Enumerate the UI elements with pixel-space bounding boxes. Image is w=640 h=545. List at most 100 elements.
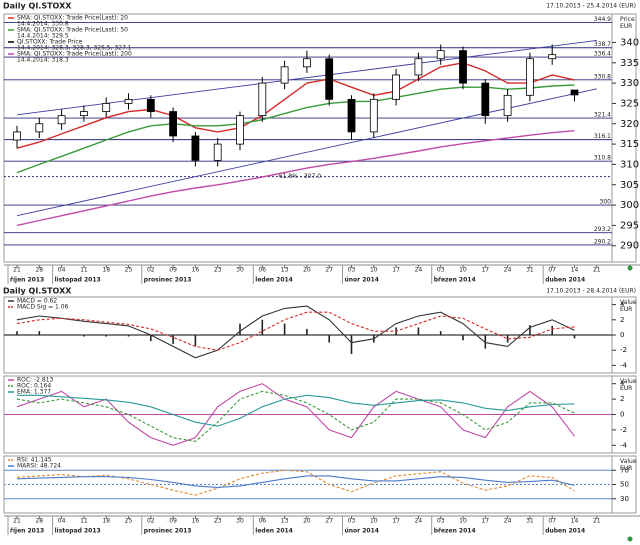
y-tick-label: 30 <box>620 495 629 503</box>
month-label: listopad 2013 <box>55 277 101 284</box>
y-tick-label: 4 <box>620 380 625 388</box>
level-label: 330.8 <box>594 73 611 80</box>
legend-value: 14.4.2014: 318.3 <box>17 57 69 64</box>
series-line <box>17 394 575 427</box>
x-tick-label: 03 <box>348 267 356 274</box>
y-tick-label: 310 <box>620 159 639 170</box>
y-tick-label: 320 <box>620 119 639 130</box>
candle-body <box>325 58 334 100</box>
series-line <box>16 475 575 488</box>
y-axis-label: Value EUR <box>620 299 637 313</box>
histogram-bar <box>127 335 130 337</box>
y-tick-label: 330 <box>620 78 639 89</box>
legend-label: ROC: -2.813 <box>17 377 54 384</box>
level-label: 321.4 <box>594 112 611 119</box>
x-tick-label: 09 <box>169 518 177 525</box>
x-tick-label: 17 <box>481 267 489 274</box>
x-tick-label: 27 <box>325 267 333 274</box>
level-label: 310.8 <box>594 155 611 162</box>
x-tick-label: 10 <box>459 518 467 525</box>
series-line <box>16 469 575 496</box>
histogram-bar <box>261 319 264 335</box>
x-tick-label: 14 <box>571 267 579 274</box>
level-label: 300 <box>600 199 612 206</box>
x-tick-label: 14 <box>571 518 579 525</box>
month-label: listopad 2013 <box>55 528 101 535</box>
month-label: prosinec 2013 <box>144 277 192 284</box>
legend-label: MACD Sig = 1.06 <box>17 304 69 311</box>
series-line <box>16 305 575 359</box>
candle-body <box>570 89 579 96</box>
series-line <box>16 311 575 351</box>
candle-body <box>526 58 534 96</box>
x-tick-label: 17 <box>392 518 400 525</box>
candle-body <box>236 115 244 145</box>
candle-body <box>102 103 111 112</box>
y-tick-label: -2 <box>620 346 627 354</box>
x-tick-label: 24 <box>415 518 423 525</box>
histogram-bar <box>194 335 197 347</box>
x-tick-label: 06 <box>258 518 266 525</box>
candle-body <box>414 58 423 76</box>
histogram-bar <box>350 335 353 354</box>
histogram-bar <box>484 335 487 349</box>
histogram-bar <box>529 325 531 335</box>
month-label: říjen 2013 <box>10 277 44 284</box>
x-tick-label: 03 <box>437 267 445 274</box>
x-tick-label: 28 <box>35 267 43 274</box>
x-tick-label: 10 <box>370 518 378 525</box>
series-line <box>16 383 575 446</box>
legend-label: MARSI: 48.724 <box>17 463 61 470</box>
month-label: únor 2014 <box>345 528 379 535</box>
x-tick-label: 02 <box>147 267 155 274</box>
y-axis-label: Price EUR <box>620 16 635 30</box>
histogram-bar <box>551 325 553 335</box>
x-tick-label: 04 <box>58 518 66 525</box>
month-label: únor 2014 <box>345 277 379 284</box>
y-tick-label: 70 <box>620 466 629 474</box>
level-label: 61.8% - 307.0 <box>279 173 321 180</box>
x-tick-label: 04 <box>58 267 66 274</box>
x-tick-label: 17 <box>392 267 400 274</box>
x-tick-label: 10 <box>370 267 378 274</box>
level-label: 316.1 <box>594 133 611 140</box>
status-dot <box>627 265 633 271</box>
x-tick-label: 24 <box>415 267 423 274</box>
candle-body <box>213 143 222 161</box>
x-tick-label: 13 <box>281 518 289 525</box>
legend-value: 14.4.2014: 328.3, 328.3, 325.5, 327.1 <box>17 45 132 52</box>
legend-label: RSI: 41.145 <box>17 457 52 464</box>
month-label: březen 2014 <box>434 277 476 284</box>
month-label: prosinec 2013 <box>144 528 192 535</box>
x-tick-label: 03 <box>348 518 356 525</box>
month-label: leden 2014 <box>255 528 293 535</box>
x-tick-label: 16 <box>192 267 200 274</box>
series-line <box>16 130 575 227</box>
level-label: 344.9 <box>594 16 611 23</box>
x-tick-label: 21 <box>593 267 601 274</box>
month-label: duben 2014 <box>545 528 585 535</box>
candle-body <box>481 82 490 117</box>
histogram-bar <box>283 323 286 335</box>
chart-title: Daily QI.STOXX <box>3 2 72 11</box>
x-tick-label: 06 <box>258 267 266 274</box>
histogram-bar <box>172 335 174 345</box>
y-tick-label: 50 <box>620 481 629 489</box>
x-tick-label: 23 <box>214 518 222 525</box>
candle-body <box>347 98 356 133</box>
candle-body <box>392 74 401 100</box>
y-tick-label: 290 <box>620 241 639 252</box>
histogram-bar <box>38 331 41 335</box>
legend-value: 14.4.2014: 329.5 <box>17 33 69 40</box>
chart-subtitle: 17.10.2013 - 28.4.2014 (EUR) <box>546 288 636 295</box>
level-label: 293.2 <box>594 226 611 233</box>
legend-label: ROC: 0.164 <box>17 383 51 390</box>
x-tick-label: 21 <box>13 267 21 274</box>
candle-body <box>548 54 557 60</box>
candle-body <box>280 66 289 84</box>
x-tick-label: 18 <box>102 518 110 525</box>
x-tick-label: 25 <box>125 518 133 525</box>
candle-body <box>369 98 378 133</box>
x-tick-label: 16 <box>192 518 200 525</box>
trend-line <box>16 88 597 217</box>
